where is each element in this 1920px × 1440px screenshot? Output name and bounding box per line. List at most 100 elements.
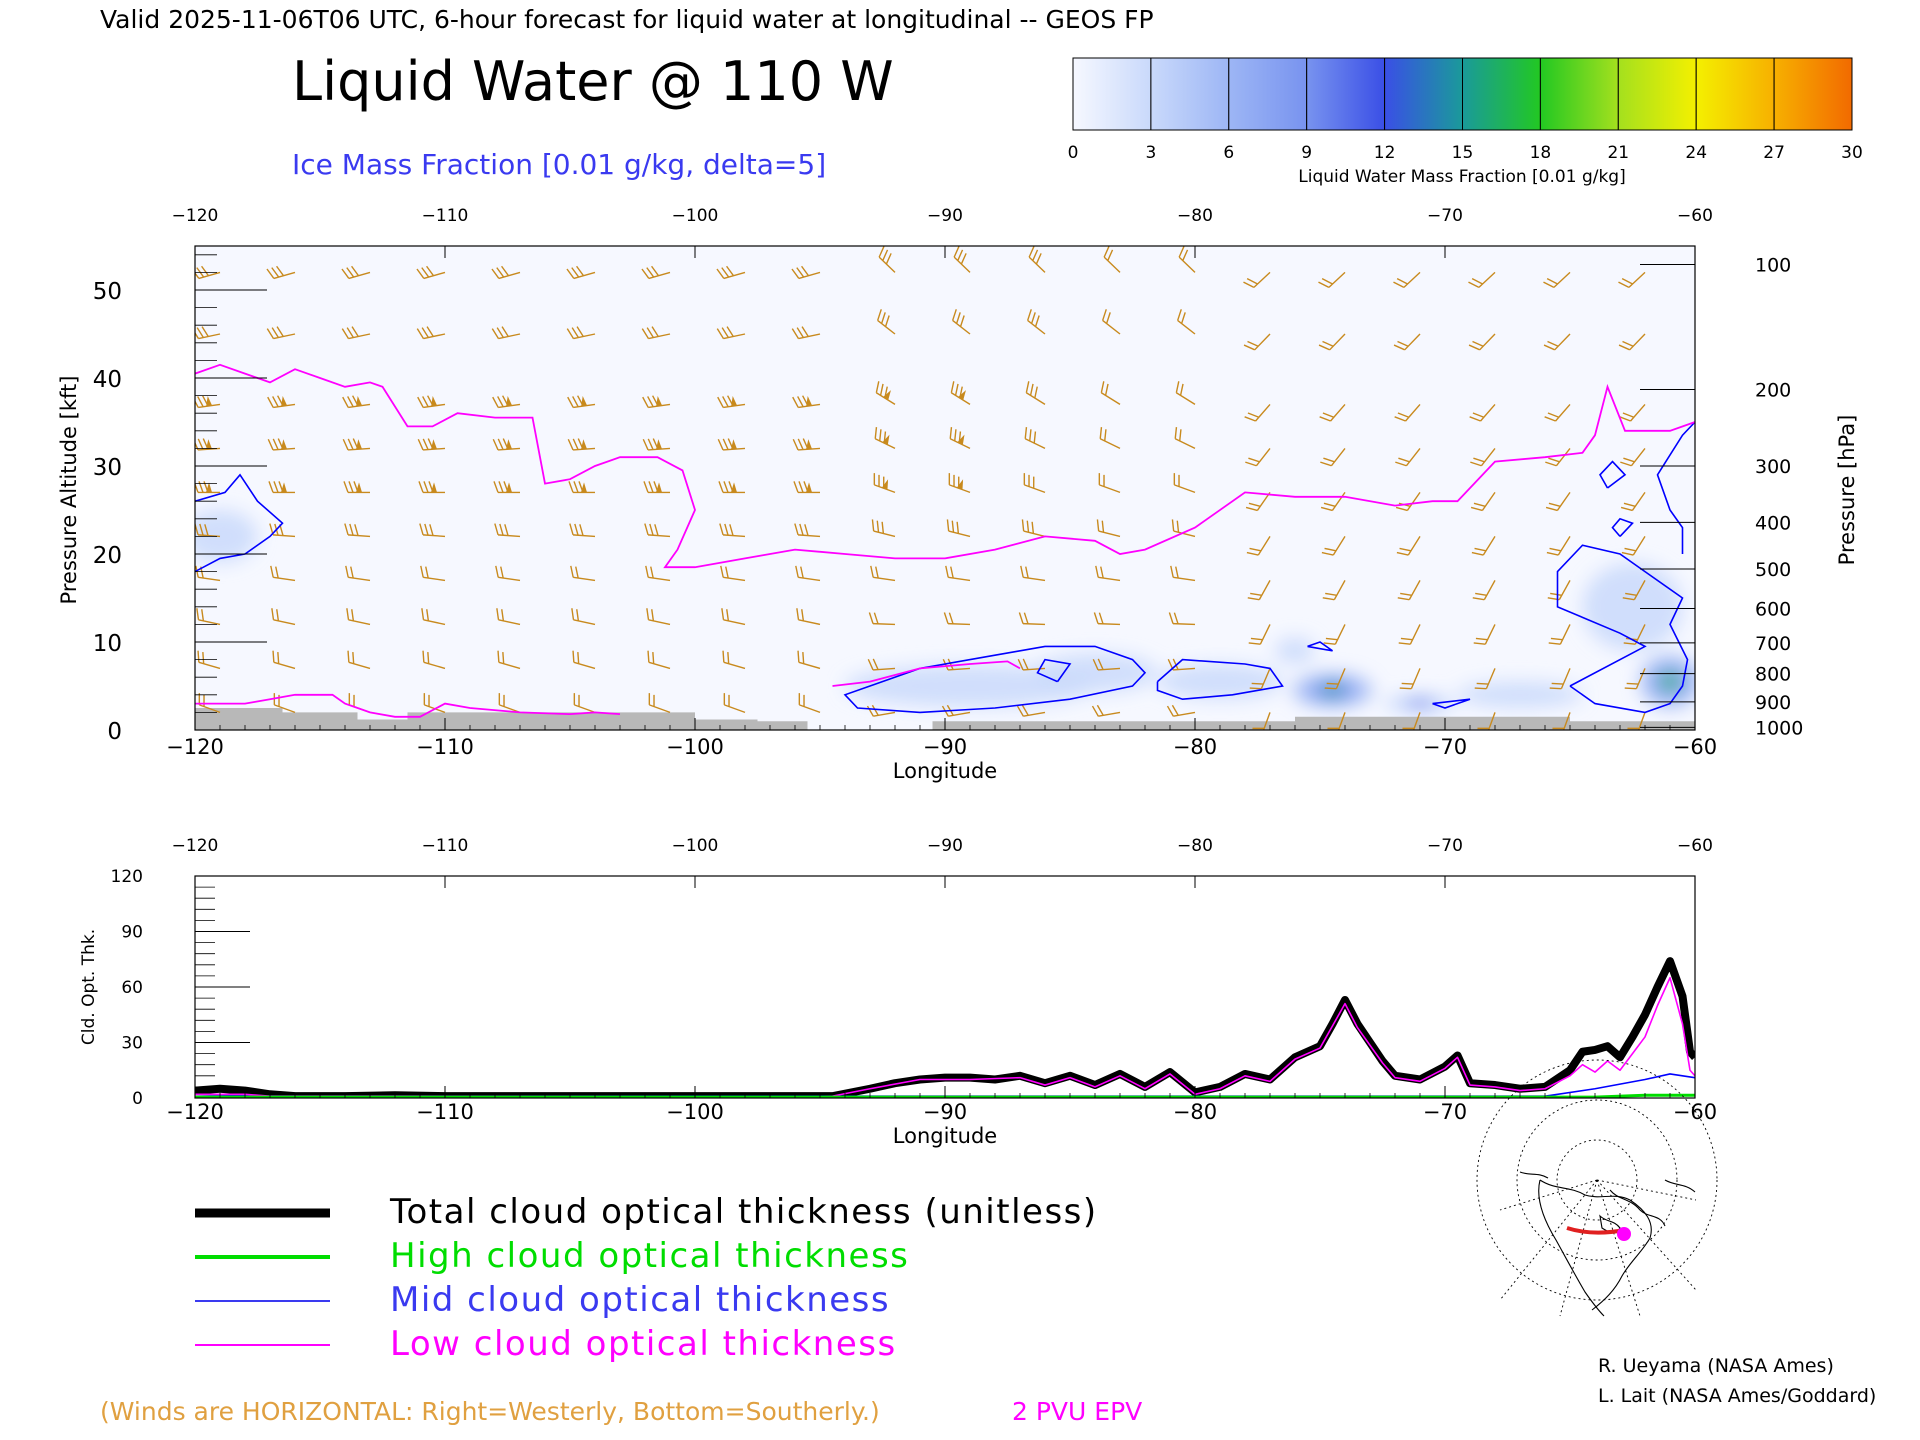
- colorbar-cell: [1072, 57, 1152, 131]
- legend-label: Total cloud optical thickness (unitless): [389, 1192, 1098, 1232]
- wind-barb: [1469, 403, 1496, 422]
- colorbar: 0 3 6 9 12 15 18 21 24 27 30 Liquid Water Mass Fra…: [1068, 57, 1863, 187]
- wind-barb: [717, 395, 746, 409]
- colorbar-tick-label: 6: [1223, 143, 1234, 163]
- wind-barb: [793, 481, 820, 494]
- wind-barb: [795, 565, 821, 582]
- wind-barb: [1171, 519, 1196, 538]
- x-tick-label-top: −120: [172, 836, 219, 856]
- wind-barb: [646, 608, 671, 626]
- x-tick-label-top: −100: [672, 206, 719, 226]
- x-tick-label: −100: [666, 1100, 724, 1124]
- map-marker: [1617, 1227, 1631, 1241]
- wind-barb: [341, 265, 371, 280]
- wind-barb: [1323, 624, 1346, 645]
- legend-label: Low cloud optical thickness: [390, 1324, 897, 1364]
- colorbar-cell: [1384, 57, 1463, 131]
- wind-barbs: [195, 246, 1646, 730]
- wind-barb: [1021, 519, 1046, 538]
- colorbar-tick-label: 18: [1530, 143, 1552, 163]
- pressure-tick-label: 500: [1755, 559, 1791, 581]
- wind-barb: [642, 395, 671, 409]
- wind-barb: [868, 612, 896, 626]
- wind-barb: [720, 565, 746, 582]
- colorbar-tick-label: 24: [1685, 143, 1707, 163]
- colorbar-tick-label: 30: [1841, 143, 1863, 163]
- wind-barb: [1243, 333, 1271, 351]
- ice-contour: [1432, 698, 1471, 709]
- wind-barb: [1544, 403, 1571, 422]
- wind-barb: [572, 650, 596, 670]
- wind-barb: [874, 427, 896, 450]
- wind-barb: [1026, 309, 1046, 335]
- x-tick-label-top: −80: [1177, 206, 1213, 226]
- x-tick-label-top: −90: [927, 206, 963, 226]
- wind-barb: [878, 246, 896, 273]
- wind-barb: [1244, 403, 1271, 422]
- wind-barb: [1176, 309, 1196, 335]
- wind-barb: [418, 481, 445, 494]
- upper-ylabel-right: Pressure [hPa]: [1835, 415, 1859, 566]
- optical-thickness-axes: −120 −120 −110 −110 −100 −100 −90 −90 −80 −80 −70 −…: [111, 836, 1718, 1124]
- cross-section-plot-area: [195, 246, 1695, 730]
- epv-line: [195, 693, 621, 718]
- y-tick-label: 120: [111, 867, 143, 887]
- colorbar-cell: [1150, 57, 1230, 131]
- y-tick-label: 60: [121, 978, 143, 998]
- wind-barb: [566, 326, 596, 340]
- wind-barb: [1395, 447, 1421, 467]
- wind-barb: [498, 693, 521, 714]
- epv-line: [832, 660, 1021, 687]
- wind-barb: [567, 395, 596, 409]
- wind-barb: [1023, 473, 1046, 494]
- wind-barb: [1175, 381, 1196, 405]
- x-tick-label: −70: [1423, 735, 1467, 759]
- wind-barb: [569, 523, 596, 538]
- pressure-tick-label: 600: [1755, 599, 1791, 621]
- wind-barb: [644, 523, 671, 538]
- liquid-water-blob: [1457, 681, 1583, 708]
- wind-barb: [420, 565, 446, 582]
- liquid-water-peak: [1321, 685, 1344, 696]
- wind-barb: [1247, 580, 1271, 601]
- x-tick-label-top: −110: [422, 206, 469, 226]
- upper-ylabel: Pressure Altitude [kft]: [57, 376, 81, 605]
- wind-barb: [268, 481, 295, 494]
- lower-ylabel: Cld. Opt. Thk.: [79, 929, 99, 1045]
- colorbar-tick-label: 12: [1374, 143, 1396, 163]
- colorbar-cell: [1306, 57, 1386, 131]
- wind-barb: [641, 326, 671, 340]
- x-tick-label: −100: [666, 735, 724, 759]
- legend: Total cloud optical thickness (unitless)…: [195, 1192, 1098, 1364]
- colorbar-cell: [1617, 57, 1697, 131]
- liquid-water-blob: [1032, 653, 1158, 693]
- wind-barb: [1092, 658, 1121, 671]
- wind-barb: [1546, 536, 1571, 556]
- wind-barb: [870, 565, 896, 582]
- x-tick-label: −110: [416, 1100, 474, 1124]
- locator-map: [1476, 1059, 1718, 1317]
- epv-label: 2 PVU EPV: [1012, 1397, 1142, 1426]
- wind-barb: [1018, 612, 1046, 626]
- wind-barb: [1318, 333, 1346, 351]
- x-tick-label: −120: [166, 1100, 224, 1124]
- wind-barb: [342, 395, 371, 409]
- y-tick-label: 10: [93, 631, 122, 657]
- wind-barb: [1620, 491, 1646, 512]
- x-tick-label: −90: [923, 1100, 967, 1124]
- pressure-tick-label: 700: [1755, 633, 1791, 655]
- wind-barb: [573, 693, 596, 714]
- wind-barb: [1397, 580, 1421, 601]
- wind-barb: [1474, 668, 1496, 690]
- wind-barb: [1173, 473, 1196, 494]
- wind-barb: [1016, 704, 1046, 717]
- wind-barb: [1399, 668, 1421, 690]
- y-tick-label: 40: [93, 367, 122, 393]
- wind-barb: [342, 438, 371, 451]
- wind-barb: [1245, 491, 1271, 512]
- colorbar-cell: [1228, 57, 1308, 131]
- optical-thickness-plot-area: [195, 876, 1695, 1098]
- wind-barb: [1548, 624, 1571, 645]
- x-tick-label-top: −110: [422, 836, 469, 856]
- wind-barb: [1394, 403, 1421, 422]
